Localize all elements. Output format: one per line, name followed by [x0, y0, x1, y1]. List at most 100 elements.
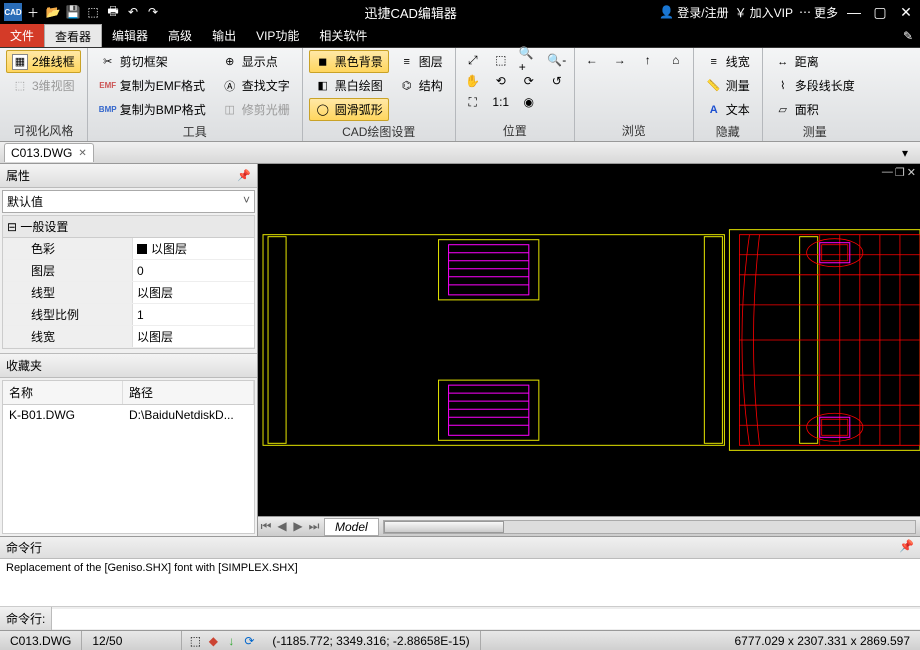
rotate2-button[interactable]: ⟳: [518, 71, 540, 91]
category-label: 一般设置: [20, 220, 68, 234]
zoom-in-button[interactable]: 🔍+: [518, 50, 540, 70]
lineweight-button[interactable]: ≡线宽: [700, 50, 756, 73]
layers-button[interactable]: ≡图层: [393, 50, 449, 73]
bw-icon: ◧: [315, 78, 331, 94]
status-icon-1[interactable]: ⬚: [188, 634, 202, 648]
zoom-1to1-button[interactable]: 1:1: [490, 92, 512, 112]
nav-left-button[interactable]: ←: [581, 50, 603, 70]
nav-up-button[interactable]: ↑: [637, 50, 659, 70]
fav-col-path[interactable]: 路径: [123, 381, 254, 404]
ribbon-group-measure: ↔距离 ⌇多段线长度 ▱面积 测量: [763, 48, 867, 141]
wire2d-icon: ▦: [12, 54, 28, 70]
maximize-button[interactable]: ▢: [870, 2, 890, 22]
open-file-icon[interactable]: 📂: [44, 3, 62, 21]
prop-row-layer[interactable]: 图层0: [3, 260, 254, 282]
tab-advanced[interactable]: 高级: [158, 24, 202, 47]
prop-row-linetype[interactable]: 线型以图层: [3, 282, 254, 304]
more-button[interactable]: ⋯更多: [799, 4, 838, 21]
prop-val: 以图层: [151, 240, 187, 257]
text-button[interactable]: A文本: [700, 98, 756, 121]
zoom-out-button[interactable]: 🔍-: [546, 50, 568, 70]
copy-bmp-button[interactable]: BMP复制为BMP格式: [94, 98, 212, 121]
nav-right-button[interactable]: →: [609, 50, 631, 70]
dist-icon: ↔: [775, 54, 791, 70]
fav-col-name[interactable]: 名称: [3, 381, 123, 404]
tab-output[interactable]: 输出: [202, 24, 246, 47]
zoom-fit-button[interactable]: ⤢: [462, 50, 484, 70]
prop-row-lineweight[interactable]: 线宽以图层: [3, 326, 254, 348]
struct-label: 结构: [419, 77, 443, 94]
pin-icon[interactable]: 📌: [237, 169, 251, 182]
status-icon-2[interactable]: ◆: [206, 634, 220, 648]
zoom-full-button[interactable]: ⛶: [462, 92, 484, 112]
clip-frame-button[interactable]: ✂剪切框架: [94, 50, 212, 73]
orbit-button[interactable]: ◉: [518, 92, 540, 112]
sheet-last-icon[interactable]: ⏭: [306, 519, 322, 534]
area-button[interactable]: ▱面积: [769, 98, 861, 121]
pan-button[interactable]: ✋: [462, 71, 484, 91]
favorites-row[interactable]: K-B01.DWG D:\BaiduNetdiskD...: [3, 405, 254, 425]
view-3d-button[interactable]: ⬚3维视图: [6, 74, 81, 97]
model-tab[interactable]: Model: [324, 518, 379, 536]
ribbon-group-measure-label: 测量: [769, 121, 861, 142]
close-button[interactable]: ✕: [896, 2, 916, 22]
document-tab-close-icon[interactable]: ✕: [78, 148, 86, 159]
smooth-arc-button[interactable]: ◯圆滑弧形: [309, 98, 389, 121]
trim-raster-button[interactable]: ◫修剪光栅: [216, 98, 296, 121]
wireframe-2d-button[interactable]: ▦2维线框: [6, 50, 81, 73]
cad-viewport[interactable]: [258, 164, 920, 516]
rotate3-button[interactable]: ↺: [546, 71, 568, 91]
print-icon[interactable]: 🖶: [104, 3, 122, 21]
tab-viewer[interactable]: 查看器: [44, 24, 102, 47]
sheet-prev-icon[interactable]: ◀: [274, 519, 290, 534]
distance-button[interactable]: ↔距离: [769, 50, 861, 73]
titlebar-right: 👤登录/注册 ￥加入VIP ⋯更多 — ▢ ✕: [659, 2, 916, 22]
scrollbar-thumb[interactable]: [384, 521, 504, 533]
ribbon-group-position: ⤢ ⬚ 🔍+ 🔍- ✋ ⟲ ⟳ ↺ ⛶ 1:1 ◉ 位置: [456, 48, 575, 141]
dist-label: 距离: [795, 53, 819, 70]
minimize-button[interactable]: —: [844, 2, 864, 22]
horizontal-scrollbar[interactable]: [383, 520, 916, 534]
sheet-first-icon[interactable]: ⏮: [258, 519, 274, 534]
undo-icon[interactable]: ↶: [124, 3, 142, 21]
save-icon[interactable]: 💾: [64, 3, 82, 21]
new-file-icon[interactable]: ＋: [24, 3, 42, 21]
prop-row-ltscale[interactable]: 线型比例1: [3, 304, 254, 326]
commandline-input[interactable]: [52, 609, 920, 629]
tab-editor[interactable]: 编辑器: [102, 24, 158, 47]
zoom-window-button[interactable]: ⬚: [490, 50, 512, 70]
poly-label: 多段线长度: [795, 77, 855, 94]
prop-row-color[interactable]: 色彩以图层: [3, 238, 254, 260]
black-bg-button[interactable]: ◼黑色背景: [309, 50, 389, 73]
polyline-length-button[interactable]: ⌇多段线长度: [769, 74, 861, 97]
copy-emf-button[interactable]: EMF复制为EMF格式: [94, 74, 212, 97]
vip-button[interactable]: ￥加入VIP: [735, 4, 793, 21]
titlebar: CAD ＋ 📂 💾 ⬚ 🖶 ↶ ↷ 迅捷CAD编辑器 👤登录/注册 ￥加入VIP…: [0, 0, 920, 24]
document-tab[interactable]: C013.DWG ✕: [4, 143, 94, 162]
tab-vip[interactable]: VIP功能: [246, 24, 309, 47]
tab-related[interactable]: 相关软件: [309, 24, 377, 47]
commandline-pin-icon[interactable]: 📌: [899, 539, 914, 556]
model-tab-row: ⏮ ◀ ▶ ⏭ Model: [258, 516, 920, 536]
status-icon-3[interactable]: ↓: [224, 634, 238, 648]
properties-default-dropdown[interactable]: 默认值 ˅: [2, 190, 255, 213]
measure-button[interactable]: 📏测量: [700, 74, 756, 97]
find-text-button[interactable]: Ⓐ查找文字: [216, 74, 296, 97]
redo-icon[interactable]: ↷: [144, 3, 162, 21]
doctab-dropdown-icon[interactable]: ▾: [894, 143, 916, 163]
show-points-button[interactable]: ⊕显示点: [216, 50, 296, 73]
nav-home-button[interactable]: ⌂: [665, 50, 687, 70]
status-icon-4[interactable]: ⟳: [242, 634, 256, 648]
prop-key: 线型: [3, 282, 133, 303]
ribbon-edit-icon[interactable]: ✎: [896, 24, 920, 47]
ribbon-group-browse-label: 浏览: [581, 120, 687, 141]
saveas-icon[interactable]: ⬚: [84, 3, 102, 21]
structure-button[interactable]: ⌬结构: [393, 74, 449, 97]
properties-grid: ⊟ 一般设置 色彩以图层 图层0 线型以图层 线型比例1 线宽以图层: [2, 215, 255, 349]
file-tab[interactable]: 文件: [0, 24, 44, 47]
login-button[interactable]: 👤登录/注册: [659, 4, 728, 21]
sheet-next-icon[interactable]: ▶: [290, 519, 306, 534]
rotate1-button[interactable]: ⟲: [490, 71, 512, 91]
property-category[interactable]: ⊟ 一般设置: [3, 216, 254, 238]
bw-draw-button[interactable]: ◧黑白绘图: [309, 74, 389, 97]
